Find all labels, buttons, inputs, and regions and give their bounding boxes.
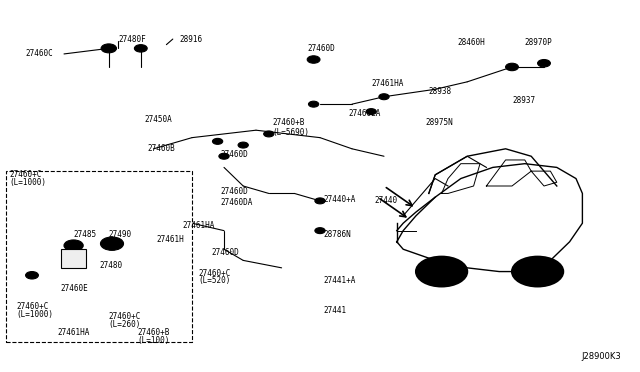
Circle shape [506,63,518,71]
Text: 27460EA: 27460EA [349,109,381,118]
Text: 28970P: 28970P [525,38,552,47]
Text: 27460D: 27460D [221,150,248,159]
Circle shape [525,264,550,279]
Circle shape [379,94,389,100]
Text: (L=100): (L=100) [138,336,170,345]
Circle shape [26,272,38,279]
Text: 28460H: 28460H [458,38,485,47]
Circle shape [264,131,274,137]
Text: 27480F: 27480F [118,35,146,44]
Text: (L=5690): (L=5690) [272,128,309,137]
Circle shape [212,138,223,144]
Circle shape [308,101,319,107]
Text: 27461HA: 27461HA [371,79,404,88]
Text: 27440+A: 27440+A [323,195,356,203]
Text: M: M [109,241,115,247]
Text: 27460D: 27460D [307,44,335,53]
Text: 27460+C: 27460+C [109,312,141,321]
Text: 27461H: 27461H [157,235,184,244]
Text: 27460D: 27460D [211,248,239,257]
Text: 28938: 28938 [429,87,452,96]
Circle shape [307,56,320,63]
Text: 27440: 27440 [374,196,397,205]
Text: 27460E: 27460E [61,284,88,293]
Text: 27450A: 27450A [144,115,172,124]
Text: 27485: 27485 [74,230,97,239]
Text: J28900K3: J28900K3 [581,352,621,361]
Text: 28916: 28916 [179,35,202,44]
Circle shape [512,257,563,286]
Text: 27461HA: 27461HA [182,221,215,230]
Text: (L=520): (L=520) [198,276,231,285]
Circle shape [101,44,116,53]
Circle shape [366,109,376,115]
Text: 28937: 28937 [512,96,535,105]
Text: (L=260): (L=260) [109,320,141,329]
Text: 27460+B: 27460+B [272,118,305,127]
Text: 27460+C: 27460+C [198,269,231,278]
Text: 27461HA: 27461HA [58,328,90,337]
Circle shape [134,45,147,52]
Text: 27460+C: 27460+C [16,302,49,311]
Text: 27460B: 27460B [147,144,175,153]
Text: 27490: 27490 [109,230,132,239]
Circle shape [416,257,467,286]
Circle shape [64,240,83,251]
Circle shape [315,228,325,234]
Circle shape [238,142,248,148]
Text: 27460+C: 27460+C [10,170,42,179]
Text: 27460+B: 27460+B [138,328,170,337]
Text: 27480: 27480 [99,262,122,270]
Text: (L=1000): (L=1000) [10,178,47,187]
Text: 27441+A: 27441+A [323,276,356,285]
Circle shape [219,153,229,159]
Circle shape [100,237,124,250]
Text: 28975N: 28975N [426,118,453,127]
Bar [6,171,192,342]
Text: 27460DA: 27460DA [221,198,253,207]
Text: 27460D: 27460D [221,187,248,196]
Text: (L=1000): (L=1000) [16,310,53,319]
Circle shape [429,264,454,279]
Circle shape [538,60,550,67]
Text: 27460C: 27460C [26,49,53,58]
Text: 28786N: 28786N [323,230,351,239]
Text: 27441: 27441 [323,306,346,315]
Bar [61,249,86,268]
Circle shape [315,198,325,204]
